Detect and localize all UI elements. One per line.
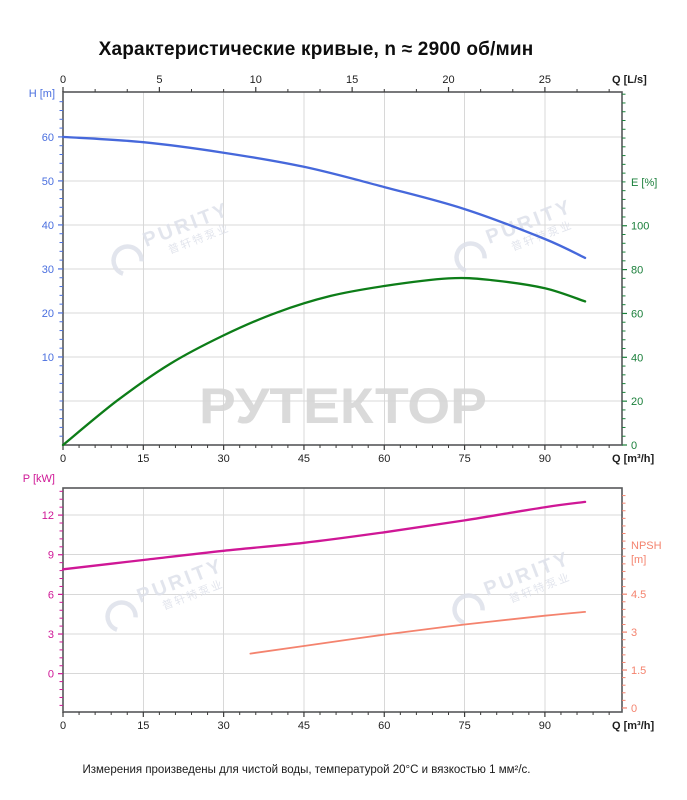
x-top-tick-label: 20 [442,74,454,86]
y-left-tick-label: 9 [48,550,54,562]
y-left-tick-label: 3 [48,629,54,641]
plot-border [62,487,623,713]
curve-npsh [249,611,586,655]
x-tick-label: 45 [298,453,310,465]
y-right-axis-label: [m] [631,554,646,566]
x-tick-label: 15 [137,720,149,732]
y-right-tick-label: 60 [631,308,643,320]
curves-layer [61,135,587,655]
purity-logo-icon [454,241,487,274]
watermark-brand-text: РУТЕКТОР [199,378,487,434]
y-left-tick-label: 6 [48,589,54,601]
y-right-tick-label: 40 [631,352,643,364]
y-left-tick-label: 40 [42,220,54,232]
x-tick-label: 15 [137,453,149,465]
y-right-tick-label: 100 [631,221,649,233]
y-left-tick-label: 12 [42,510,54,522]
y-left-tick-label: 60 [42,132,54,144]
y-right-tick-label: 0 [631,440,637,452]
y-right-axis-label: E [%] [631,177,657,189]
x-top-tick-label: 25 [539,74,551,86]
x-tick-label: 30 [218,453,230,465]
x-top-tick-label: 5 [156,74,162,86]
y-left-axis-label: P [kW] [23,473,55,485]
x-tick-label: 60 [378,720,390,732]
x-top-tick-label: 15 [346,74,358,86]
axes-layer: 0 15 30 45 60 75 90 Q [m³/h]0 5 10 15 20 25 Q [L/s]10… [23,74,662,732]
x-tick-label: 75 [458,453,470,465]
y-right-tick-label: 20 [631,396,643,408]
chart-title: Характеристические кривые, n ≈ 2900 об/м… [98,38,534,60]
purity-logo-icon [105,600,138,633]
x-tick-label: 45 [298,720,310,732]
purity-logo-icon [111,244,144,277]
purity-logo-icon [452,593,485,626]
x-tick-label: 75 [458,720,470,732]
y-left-tick-label: 10 [42,352,54,364]
y-right-tick-label: 1.5 [631,665,646,677]
x-tick-label: 0 [60,453,66,465]
x-tick-label: 90 [539,720,551,732]
x-tick-label: 90 [539,453,551,465]
x-axis-unit-label: Q [m³/h] [612,720,654,732]
y-right-tick-label: 0 [631,703,637,715]
y-left-tick-label: 0 [48,669,54,681]
y-left-tick-label: 20 [42,308,54,320]
curve-efficiency [61,276,587,447]
x-top-tick-label: 0 [60,74,66,86]
x-tick-label: 60 [378,453,390,465]
y-right-tick-label: 4.5 [631,589,646,601]
y-right-axis-label: NPSH [631,540,662,552]
curve-head [61,135,587,260]
x-tick-label: 30 [218,720,230,732]
y-right-tick-label: 80 [631,265,643,277]
grid-layer [63,92,622,712]
y-right-tick-label: 3 [631,627,637,639]
x-axis-unit-label: Q [m³/h] [612,453,654,465]
x-top-tick-label: 10 [250,74,262,86]
curve-power [61,500,587,571]
y-left-tick-label: 30 [42,264,54,276]
footnote: Измерения произведены для чистой воды, т… [82,764,531,776]
y-left-tick-label: 50 [42,176,54,188]
x-top-axis-unit-label: Q [L/s] [612,74,647,86]
x-tick-label: 0 [60,720,66,732]
y-left-axis-label: H [m] [29,88,55,100]
